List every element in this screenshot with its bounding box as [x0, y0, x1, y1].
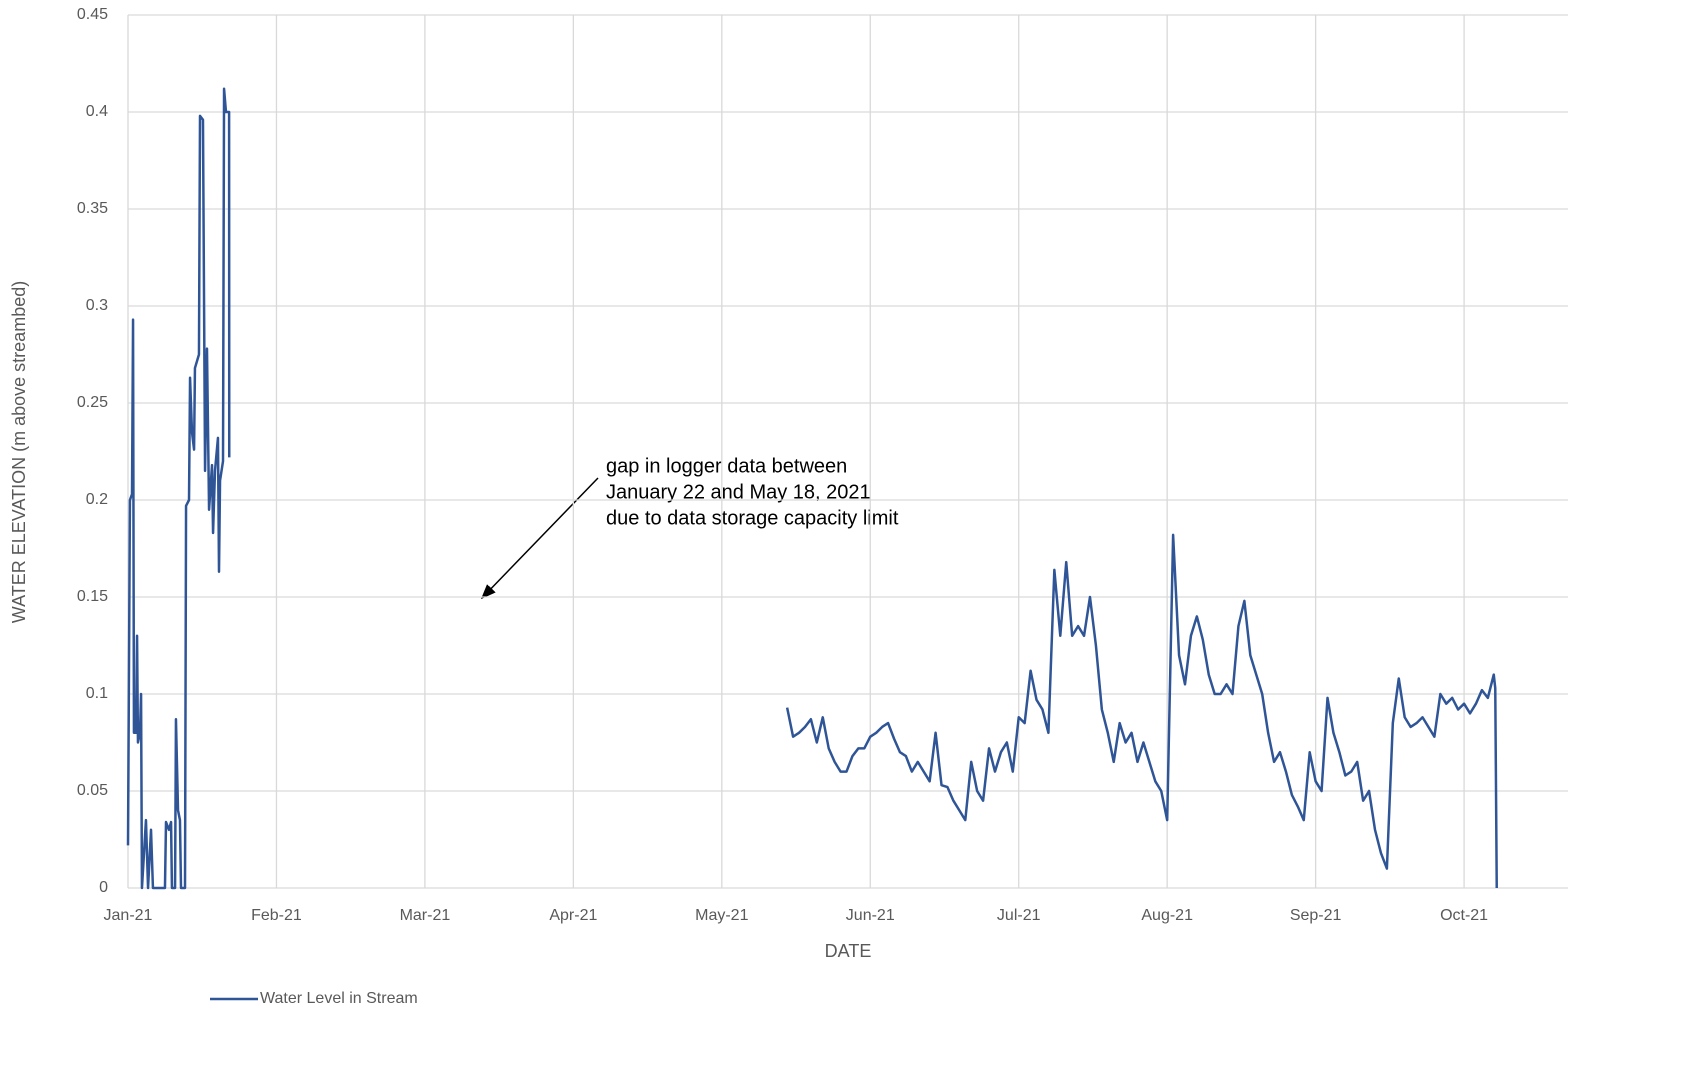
y-tick-label: 0.25 [77, 394, 108, 411]
annotation: gap in logger data between [606, 455, 847, 477]
y-tick-label: 0.2 [86, 491, 108, 508]
y-tick-label: 0.1 [86, 685, 108, 702]
x-tick-label: Aug-21 [1141, 907, 1193, 924]
x-tick-label: Sep-21 [1290, 907, 1342, 924]
x-tick-label: Apr-21 [549, 907, 597, 924]
y-axis-label: WATER ELEVATION (m above streambed) [9, 281, 29, 623]
y-tick-label: 0.05 [77, 782, 108, 799]
x-tick-label: Jul-21 [997, 907, 1041, 924]
x-tick-label: May-21 [695, 907, 748, 924]
y-tick-label: 0.15 [77, 588, 108, 605]
annotation: due to data storage capacity limit [606, 507, 899, 529]
annotation-arrow [480, 477, 599, 600]
y-tick-label: 0.4 [86, 103, 108, 120]
y-tick-label: 0.3 [86, 297, 108, 314]
x-tick-label: Jun-21 [846, 907, 895, 924]
y-tick-label: 0.35 [77, 200, 108, 217]
data-line [126, 87, 1498, 890]
x-tick-label: Mar-21 [400, 907, 451, 924]
x-axis-label: DATE [825, 941, 872, 961]
x-tick-label: Oct-21 [1440, 907, 1488, 924]
y-tick-label: 0.45 [77, 6, 108, 23]
x-tick-label: Feb-21 [251, 907, 302, 924]
legend-label: Water Level in Stream [260, 990, 418, 1007]
annotation: January 22 and May 18, 2021 [606, 481, 871, 503]
x-tick-label: Jan-21 [104, 907, 153, 924]
y-tick-label: 0 [99, 879, 108, 896]
